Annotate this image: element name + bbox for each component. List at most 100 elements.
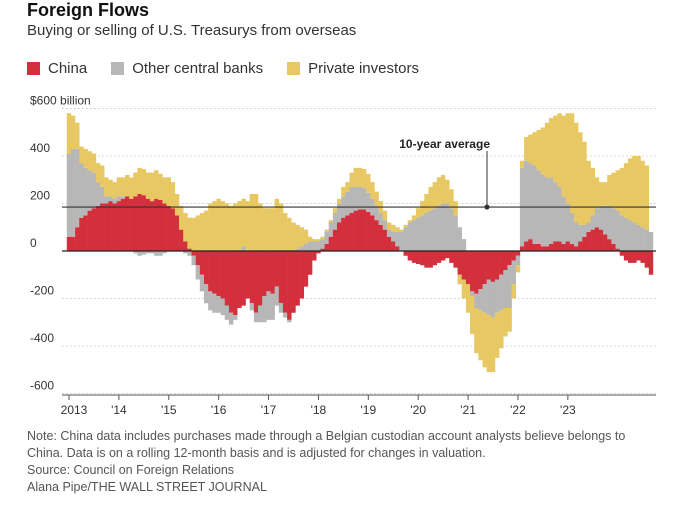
bar-china — [615, 248, 620, 252]
bar-china — [490, 251, 496, 282]
bar-private — [95, 163, 101, 183]
bar-china — [511, 251, 517, 261]
bar-china — [158, 199, 163, 251]
bar-private — [241, 198, 246, 247]
bar-other — [532, 165, 537, 244]
bar-other — [528, 163, 533, 240]
bar-private — [611, 172, 616, 209]
bar-other — [299, 246, 305, 251]
bar-private — [515, 265, 521, 273]
bar-private — [411, 215, 417, 221]
bar-china — [170, 208, 176, 251]
bar-china — [324, 243, 329, 252]
bar-private — [540, 127, 546, 175]
reference-layer: 10-year average — [62, 137, 656, 210]
bar-other — [436, 205, 442, 252]
bar-china — [449, 251, 454, 263]
bar-private — [133, 172, 138, 197]
bar-china — [374, 220, 379, 252]
bar-china — [212, 251, 217, 294]
bar-china — [125, 196, 130, 252]
bar-other — [295, 248, 300, 252]
bar-china — [482, 251, 487, 285]
bar-private — [274, 198, 280, 251]
bar-other — [628, 220, 633, 252]
bar-china — [191, 251, 196, 256]
legend-swatch-other-central-banks — [111, 61, 125, 75]
reference-callout-dot — [484, 204, 490, 210]
bar-other — [357, 186, 363, 210]
bar-china — [154, 198, 159, 251]
bar-china — [619, 251, 625, 256]
bar-china — [224, 251, 230, 306]
bar-other — [503, 270, 508, 308]
bar-private — [137, 167, 142, 195]
bar-other — [87, 170, 92, 211]
bar-private — [561, 115, 566, 197]
bar-private — [299, 227, 305, 247]
bar-private — [557, 113, 562, 187]
bar-private — [258, 203, 263, 251]
bar-private — [249, 194, 255, 251]
bar-private — [287, 217, 292, 251]
bar-other — [104, 196, 109, 204]
bar-private — [91, 153, 97, 173]
bar-private — [366, 173, 371, 193]
bar-other — [611, 208, 616, 244]
bar-china — [287, 251, 292, 320]
bar-private — [166, 177, 171, 206]
bar-china — [420, 251, 425, 266]
bar-other — [432, 208, 438, 251]
bar-china — [249, 251, 255, 304]
bar-china — [353, 210, 359, 252]
bar-private — [357, 167, 363, 187]
bar-china — [266, 251, 271, 292]
bar-other — [241, 246, 246, 251]
bar-china — [636, 251, 641, 261]
bar-other — [270, 293, 275, 320]
bar-china — [478, 251, 483, 289]
bar-private — [586, 160, 591, 223]
bar-private — [125, 175, 130, 197]
bar-china — [208, 251, 213, 292]
bar-other — [282, 312, 288, 318]
bar-private — [104, 177, 109, 197]
bar-china — [644, 251, 650, 268]
bar-private — [316, 239, 321, 242]
bar-private — [337, 198, 342, 204]
bar-private — [216, 198, 221, 251]
bar-china — [395, 246, 400, 251]
source-line: Source: Council on Foreign Relations — [27, 463, 235, 477]
bar-other — [578, 224, 583, 242]
bar-china — [391, 241, 396, 251]
bar-other — [353, 186, 359, 211]
bar-private — [278, 203, 284, 251]
bar-other — [636, 224, 641, 252]
bar-private — [524, 137, 529, 161]
bar-other — [149, 251, 155, 254]
bar-china — [337, 222, 342, 251]
y-tick-label: $600 billion — [30, 94, 91, 108]
bar-china — [262, 251, 267, 297]
bar-private — [70, 115, 76, 149]
bar-china — [465, 251, 471, 285]
bar-private — [395, 227, 400, 232]
bar-china — [573, 246, 579, 251]
bar-other — [195, 265, 201, 280]
legend-item-private-investors: Private investors — [287, 60, 419, 77]
bar-china — [536, 243, 541, 252]
bar-private — [154, 170, 159, 199]
bar-other — [75, 148, 80, 228]
bar-china — [133, 196, 138, 252]
stacked-bar-chart: $600 billion 400 200 0 -200 -400 -600 2013 '14 '1… — [30, 94, 656, 417]
bar-china — [199, 251, 205, 275]
bar-china — [95, 205, 101, 252]
bar-private — [220, 201, 226, 252]
bar-other — [615, 210, 620, 249]
bar-private — [449, 189, 454, 209]
bar-private — [549, 118, 554, 178]
bar-china — [598, 229, 604, 252]
bar-private — [79, 146, 84, 164]
bar-china — [79, 217, 84, 251]
y-tick-label: -200 — [30, 284, 54, 298]
